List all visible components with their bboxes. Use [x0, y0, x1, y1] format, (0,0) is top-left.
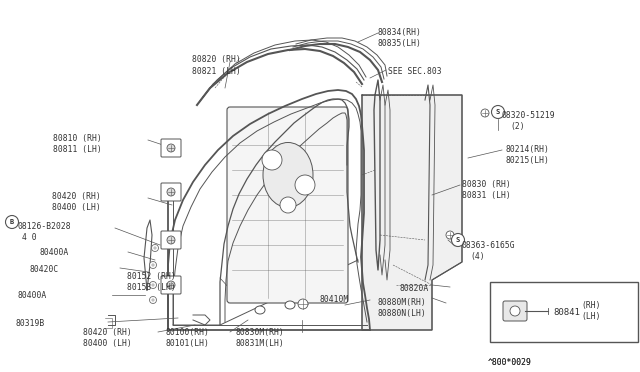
Text: S: S [496, 109, 500, 115]
Bar [490, 282, 638, 342]
Text: 80153 (LH): 80153 (LH) [127, 283, 176, 292]
Text: SEE SEC.803: SEE SEC.803 [388, 67, 442, 76]
Text: 80400 (LH): 80400 (LH) [83, 339, 132, 348]
Text: 80101(LH): 80101(LH) [165, 339, 209, 348]
Text: (RH): (RH) [581, 301, 600, 310]
Text: 80841: 80841 [553, 308, 580, 317]
Text: 80811 (LH): 80811 (LH) [53, 145, 102, 154]
Circle shape [492, 106, 504, 119]
Ellipse shape [263, 142, 313, 208]
Circle shape [167, 144, 175, 152]
Text: 80152 (RH): 80152 (RH) [127, 272, 176, 281]
Text: B: B [10, 219, 14, 225]
Polygon shape [362, 95, 462, 330]
Circle shape [446, 231, 454, 239]
Text: 4 0: 4 0 [22, 233, 36, 242]
FancyBboxPatch shape [161, 139, 181, 157]
FancyBboxPatch shape [503, 301, 527, 321]
Text: 80214(RH): 80214(RH) [505, 145, 549, 154]
Circle shape [481, 109, 489, 117]
Text: 80420 (RH): 80420 (RH) [52, 192, 100, 201]
Text: 80830 (RH): 80830 (RH) [462, 180, 511, 189]
Text: 08363-6165G: 08363-6165G [462, 241, 516, 250]
Circle shape [451, 234, 465, 247]
Text: (4): (4) [470, 252, 484, 261]
Circle shape [295, 175, 315, 195]
FancyBboxPatch shape [227, 107, 348, 303]
Circle shape [298, 299, 308, 309]
Text: S: S [456, 237, 460, 243]
Text: ^800*0029: ^800*0029 [488, 358, 532, 367]
Text: 80820 (RH): 80820 (RH) [192, 55, 241, 64]
Text: 08126-B2028: 08126-B2028 [18, 222, 72, 231]
Text: 80400A: 80400A [18, 291, 47, 300]
Text: 80835(LH): 80835(LH) [378, 39, 422, 48]
Text: (2): (2) [510, 122, 525, 131]
Text: 80400A: 80400A [40, 248, 69, 257]
Text: 80420 (RH): 80420 (RH) [83, 328, 132, 337]
Text: 80820A: 80820A [399, 284, 428, 293]
Circle shape [510, 306, 520, 316]
Text: 80830M(RH): 80830M(RH) [235, 328, 284, 337]
Text: 80834(RH): 80834(RH) [378, 28, 422, 37]
Text: ^800*0029: ^800*0029 [488, 358, 532, 367]
Text: 80400 (LH): 80400 (LH) [52, 203, 100, 212]
Text: 80880N(LH): 80880N(LH) [378, 309, 427, 318]
Text: 80831 (LH): 80831 (LH) [462, 191, 511, 200]
Circle shape [150, 262, 157, 269]
Circle shape [167, 236, 175, 244]
Text: 80831M(LH): 80831M(LH) [235, 339, 284, 348]
FancyBboxPatch shape [161, 276, 181, 294]
FancyBboxPatch shape [161, 183, 181, 201]
Text: 80410M: 80410M [319, 295, 348, 304]
Circle shape [6, 215, 19, 228]
Text: 80319B: 80319B [15, 319, 44, 328]
Circle shape [152, 244, 159, 251]
Text: 08320-51219: 08320-51219 [502, 111, 556, 120]
Circle shape [150, 296, 157, 304]
Text: 80420C: 80420C [30, 265, 60, 274]
Circle shape [167, 281, 175, 289]
Circle shape [262, 150, 282, 170]
Circle shape [280, 197, 296, 213]
Circle shape [150, 282, 157, 289]
Circle shape [167, 188, 175, 196]
Ellipse shape [255, 306, 265, 314]
Text: (LH): (LH) [581, 312, 600, 321]
Text: 80810 (RH): 80810 (RH) [53, 134, 102, 143]
Ellipse shape [285, 301, 295, 309]
Text: 80821 (LH): 80821 (LH) [192, 67, 241, 76]
Text: 80215(LH): 80215(LH) [505, 156, 549, 165]
FancyBboxPatch shape [161, 231, 181, 249]
Text: 80100(RH): 80100(RH) [165, 328, 209, 337]
Text: 80880M(RH): 80880M(RH) [378, 298, 427, 307]
